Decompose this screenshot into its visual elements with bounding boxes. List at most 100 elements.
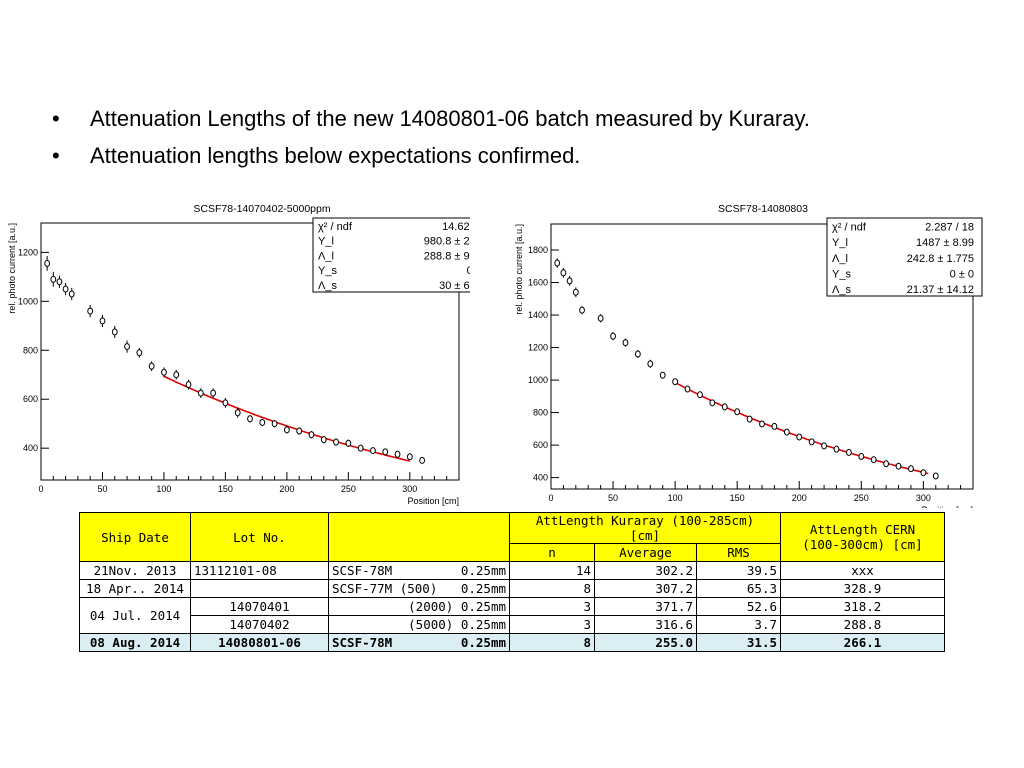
data-point [271,420,278,428]
stats-value: 1487 ± 8.99 [916,237,974,249]
cell-fiber-type: SCSF-77M (500) [332,581,438,596]
data-point [382,448,389,456]
data-point [833,445,840,453]
data-point [394,450,401,458]
data-point [333,438,339,446]
data-point [566,277,573,285]
stats-label: Y_s [318,265,337,277]
x-tick-label: 50 [608,493,618,503]
data-point [283,426,290,434]
stats-value: 242.8 ± 1.775 [907,253,974,265]
cell-average: 316.6 [594,615,697,634]
cell-fiber-diameter: 0.25mm [460,581,506,596]
table-row: 18 Apr.. 2014 SCSF-77M (500) 0.25mm 8 307… [79,579,945,598]
cell-n: 14 [509,561,595,580]
cell-rms: 52.6 [696,597,781,616]
header-n: n [509,543,595,562]
y-tick-label: 400 [533,473,548,483]
data-point [759,420,765,428]
cell-fiber: SCSF-78M 0.25mm [328,561,510,580]
cell-date: 21Nov. 2013 [79,561,191,580]
header-lot-no: Lot No. [190,512,329,562]
data-point [783,428,790,436]
data-point [419,456,426,464]
cell-fiber: SCSF-78M 0.25mm [328,633,510,652]
data-point [259,418,266,426]
stats-label: Λ_l [318,250,334,262]
cell-n: 8 [509,633,595,652]
cell-lot: 13112101-08 [190,561,329,580]
y-tick-label: 400 [23,443,38,453]
y-axis-label: rel. photo current [a.u.] [514,224,524,315]
y-tick-label: 800 [533,408,548,418]
stats-label: Λ_s [318,280,337,292]
bullet-text: Attenuation lengths below expectations c… [90,143,581,168]
cell-fiber-type: SCSF-78M [332,635,393,650]
data-point [920,469,927,477]
data-point [734,408,741,416]
y-tick-label: 1200 [528,343,548,353]
cell-average: 371.7 [594,597,697,616]
x-tick-label: 300 [402,484,417,494]
data-point [62,285,69,293]
data-point [908,465,914,473]
header-cern-label: AttLength CERN [809,522,916,537]
cell-fiber-type: SCSF-78M [332,563,393,578]
x-tick-label: 50 [97,484,107,494]
cell-rms: 3.7 [696,615,781,634]
cell-cern: xxx [780,561,945,580]
x-tick-label: 100 [668,493,683,503]
y-tick-label: 1800 [528,245,548,255]
table-row: 14070402 (5000) 0.25mm 3 316.6 3.7 288.8 [80,615,945,634]
data-point [746,415,753,423]
y-tick-label: 1200 [18,247,38,257]
data-point [197,389,204,397]
data-point [234,409,241,417]
data-point [821,442,827,450]
data-point [610,332,616,340]
data-point [357,444,364,452]
bullet-item: • Attenuation Lengths of the new 14080801… [52,100,810,137]
y-tick-label: 800 [23,345,38,355]
header-cern: AttLength CERN (100-300cm) [cm] [780,512,945,562]
x-axis-label: Position [cm] [921,505,973,508]
stats-value: 30 ± 626.7 [439,280,470,292]
table-row: 04 Jul. 2014 14070401 (2000) 0.25mm 3 37… [79,597,945,634]
cell-n: 3 [509,615,595,634]
data-point [560,269,567,277]
data-point [111,328,118,336]
x-tick-label: 150 [730,493,745,503]
cell-n: 3 [509,597,595,616]
cell-average: 255.0 [594,633,697,652]
stats-label: Λ_l [832,253,848,265]
cell-rms: 31.5 [696,633,781,652]
data-point [572,288,579,296]
data-point [870,456,877,464]
fit-curve [163,375,410,462]
table-row-highlighted: 08 Aug. 2014 14080801-06 SCSF-78M 0.25mm … [79,633,945,652]
data-point [136,349,143,357]
data-point [124,343,130,351]
header-fiber [328,512,510,562]
header-kuraray-unit: [cm] [629,528,661,543]
cell-fiber: (2000) 0.25mm [328,597,510,616]
cell-cern: 288.8 [780,615,945,634]
data-point [845,448,852,456]
data-point [210,389,217,397]
x-tick-label: 0 [38,484,43,494]
data-point [320,436,327,444]
cell-date: 18 Apr.. 2014 [79,579,191,598]
cell-date: 08 Aug. 2014 [79,633,191,652]
stats-label: χ² / ndf [318,221,353,233]
cell-lot: 14080801-06 [190,633,329,652]
cell-lot: 14070402 [190,615,329,634]
data-point [247,415,253,423]
stats-value: 980.8 ± 22.12 [424,236,470,248]
data-point [647,360,654,368]
data-point [771,422,778,430]
data-point [308,431,315,439]
data-point [148,362,155,370]
header-rms: RMS [696,543,781,562]
data-point [68,290,75,298]
cell-date: 04 Jul. 2014 [79,597,191,634]
